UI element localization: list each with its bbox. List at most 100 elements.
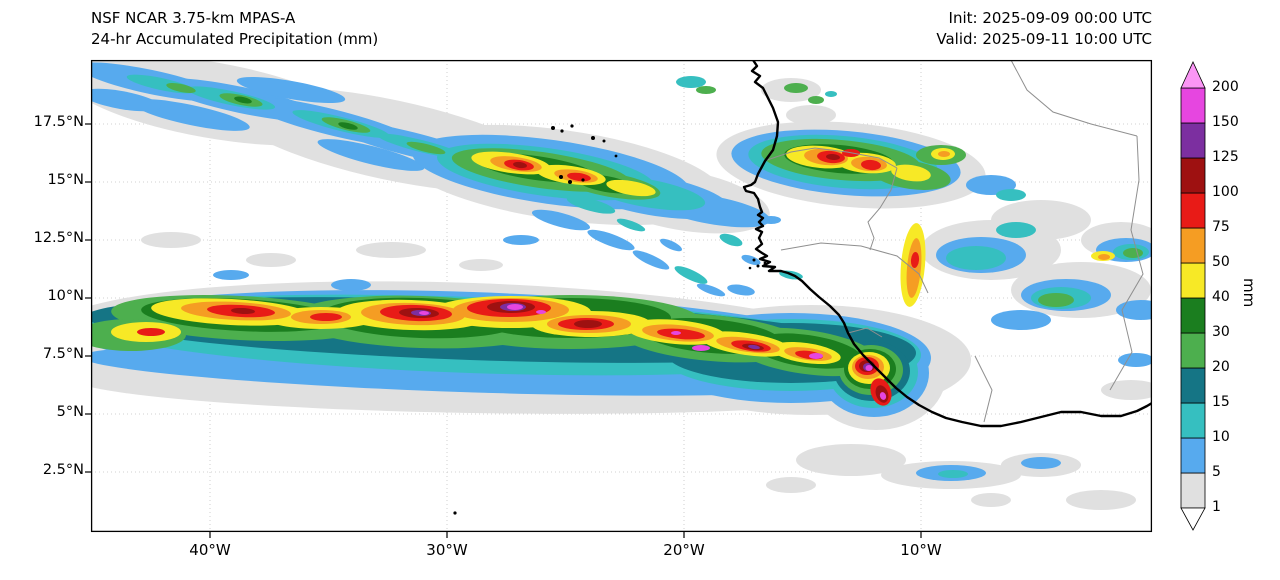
colorbar-segment <box>1180 437 1206 474</box>
y-tick-label: 17.5°N <box>33 114 84 130</box>
precip-cell <box>786 105 836 125</box>
precip-cell <box>632 250 670 270</box>
precip-cell <box>231 307 255 315</box>
precip-cell <box>141 232 201 248</box>
colorbar-svg <box>1180 61 1206 531</box>
colorbar-segment <box>1180 297 1206 334</box>
precip-cell <box>741 254 761 266</box>
colorbar-segment <box>1180 122 1206 159</box>
x-tick-label: 10°W <box>900 541 942 559</box>
precip-cell <box>692 345 710 351</box>
precip-cell <box>938 151 950 157</box>
precip-cell <box>419 310 429 316</box>
colorbar-over-arrow <box>1180 61 1206 89</box>
colorbar-tick-label: 10 <box>1212 429 1230 445</box>
island-dot <box>763 261 767 265</box>
colorbar-tick-label: 150 <box>1212 114 1239 130</box>
colorbar-tick-label: 30 <box>1212 324 1230 340</box>
precip-cell <box>503 235 539 245</box>
island-dot <box>602 139 606 143</box>
precip-cell <box>861 159 881 171</box>
precip-cell <box>236 76 346 104</box>
precip-cell <box>1066 490 1136 510</box>
precip-cell <box>971 493 1011 507</box>
colorbar-segment <box>1180 367 1206 404</box>
precip-cell <box>696 283 726 297</box>
colorbar-segment <box>1180 87 1206 124</box>
precip-cell <box>338 122 358 130</box>
precip-cell <box>796 444 906 476</box>
plot-frame <box>90 59 1153 533</box>
country-border <box>974 355 993 423</box>
precip-cell <box>1118 353 1152 367</box>
colorbar-unit-label: mm <box>1240 278 1258 308</box>
precip-cell <box>946 246 1006 270</box>
country-border <box>766 147 898 169</box>
colorbar-segment <box>1180 227 1206 264</box>
product-title: 24-hr Accumulated Precipitation (mm) <box>91 30 379 48</box>
map-content <box>91 60 1152 532</box>
precip-cell <box>567 172 591 182</box>
colorbar <box>1180 60 1206 532</box>
colorbar-segment <box>1180 262 1206 299</box>
precip-cell <box>616 218 646 232</box>
precip-cell <box>1098 254 1110 260</box>
precip-cell <box>865 365 873 371</box>
island-dot <box>551 126 555 130</box>
precip-cell <box>331 279 371 291</box>
colorbar-segment <box>1180 192 1206 229</box>
precip-cell <box>991 310 1051 330</box>
x-tick-label: 40°W <box>189 541 231 559</box>
precip-cell <box>531 209 591 231</box>
precip-cell <box>748 344 760 350</box>
precip-cell <box>91 88 161 112</box>
precip-cell <box>906 238 922 298</box>
precip-cell <box>826 153 840 161</box>
precip-cell <box>356 242 426 258</box>
precip-cell <box>766 477 816 493</box>
precip-cell <box>536 310 546 314</box>
island-dot <box>568 180 572 184</box>
colorbar-tick-label: 1 <box>1212 499 1221 515</box>
country-border <box>1109 135 1144 391</box>
colorbar-under-arrow <box>1180 507 1206 531</box>
precip-cell <box>132 99 250 131</box>
precip-cell <box>761 216 781 224</box>
colorbar-tick-label: 20 <box>1212 359 1230 375</box>
y-tick-label: 5°N <box>56 404 84 420</box>
island-dot <box>581 178 585 182</box>
precip-cell <box>719 233 743 247</box>
precip-cell <box>808 96 824 104</box>
precip-cell <box>809 353 823 359</box>
precip-cell <box>671 331 681 335</box>
island-dot <box>453 511 457 515</box>
island-dot <box>756 264 760 268</box>
colorbar-tick-label: 100 <box>1212 184 1239 200</box>
precip-cell <box>891 164 931 182</box>
precip-cell <box>727 284 755 296</box>
island-dot <box>559 175 563 179</box>
y-tick-label: 2.5°N <box>42 462 84 478</box>
precip-cell <box>1038 293 1074 307</box>
precip-cell <box>1101 380 1152 400</box>
island-dot <box>591 136 595 140</box>
map-plot <box>85 59 1153 538</box>
island-dot <box>570 124 574 128</box>
country-border <box>867 167 898 251</box>
colorbar-tick-label: 5 <box>1212 464 1221 480</box>
colorbar-segment <box>1180 157 1206 194</box>
colorbar-segment <box>1180 332 1206 369</box>
x-tick-label: 30°W <box>426 541 468 559</box>
colorbar-tick-label: 75 <box>1212 219 1230 235</box>
island-dot <box>752 258 756 262</box>
precip-cell <box>166 82 196 94</box>
country-border <box>780 242 929 294</box>
precip-cell <box>879 392 887 400</box>
precip-cell <box>507 304 523 310</box>
precip-cell <box>996 222 1036 238</box>
colorbar-tick-label: 40 <box>1212 289 1230 305</box>
precip-cell <box>606 179 656 197</box>
precip-cell <box>784 83 808 93</box>
precip-cell <box>513 161 527 169</box>
precip-cell <box>213 270 249 280</box>
